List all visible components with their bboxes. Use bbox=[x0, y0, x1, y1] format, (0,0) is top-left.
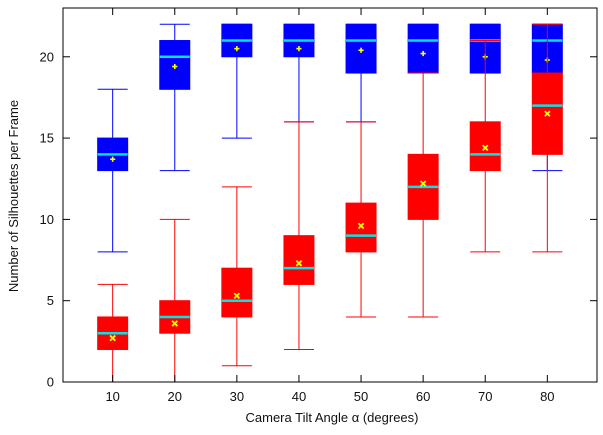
box-1-20 bbox=[159, 218, 191, 383]
y-tick-label: 15 bbox=[40, 131, 54, 146]
x-axis-title: Camera Tilt Angle α (degrees) bbox=[246, 410, 419, 425]
box-0-40 bbox=[283, 23, 315, 123]
x-tick-label: 40 bbox=[292, 389, 306, 404]
box-0-60 bbox=[407, 23, 439, 74]
box-iqr bbox=[407, 23, 439, 74]
x-tick-label: 70 bbox=[478, 389, 492, 404]
x-tick-label: 50 bbox=[354, 389, 368, 404]
mean-marker bbox=[171, 320, 179, 327]
box-0-20 bbox=[159, 23, 191, 172]
box-iqr bbox=[221, 267, 253, 318]
box-iqr bbox=[345, 202, 377, 253]
x-tick-label: 60 bbox=[416, 389, 430, 404]
box-1-70 bbox=[469, 40, 501, 253]
x-tick-label: 10 bbox=[105, 389, 119, 404]
box-iqr bbox=[469, 121, 501, 172]
y-tick-label: 0 bbox=[47, 375, 54, 390]
plot-area bbox=[97, 23, 563, 383]
mean-marker bbox=[544, 110, 551, 117]
box-1-40 bbox=[283, 121, 315, 350]
y-axis-title: Number of Silhouettes per Frame bbox=[6, 100, 21, 292]
box-iqr bbox=[283, 235, 315, 285]
box-0-10 bbox=[97, 88, 129, 253]
x-tick-label: 20 bbox=[168, 389, 182, 404]
plot-frame bbox=[62, 7, 598, 383]
axes: 0 5 10 15 20 10 20 30 40 50 60 70 80 bbox=[40, 7, 598, 404]
y-tick-label: 5 bbox=[47, 293, 54, 308]
mean-marker bbox=[357, 222, 365, 230]
box-1-30 bbox=[221, 186, 253, 367]
box-0-30 bbox=[221, 23, 253, 139]
y-tick-label: 10 bbox=[40, 212, 54, 227]
y-tick-label: 20 bbox=[40, 49, 54, 64]
mean-marker bbox=[419, 180, 427, 187]
box-1-50 bbox=[345, 121, 377, 318]
x-tick-label: 80 bbox=[540, 389, 554, 404]
mean-marker bbox=[109, 334, 116, 342]
x-tick-label: 30 bbox=[230, 389, 244, 404]
mean-marker bbox=[233, 292, 241, 300]
series-1 bbox=[97, 23, 563, 383]
box-1-80 bbox=[531, 23, 563, 253]
box-1-10 bbox=[97, 283, 129, 383]
box-1-60 bbox=[407, 72, 439, 318]
box-0-50 bbox=[345, 23, 377, 123]
mean-marker bbox=[295, 260, 303, 267]
mean-marker bbox=[481, 144, 489, 152]
